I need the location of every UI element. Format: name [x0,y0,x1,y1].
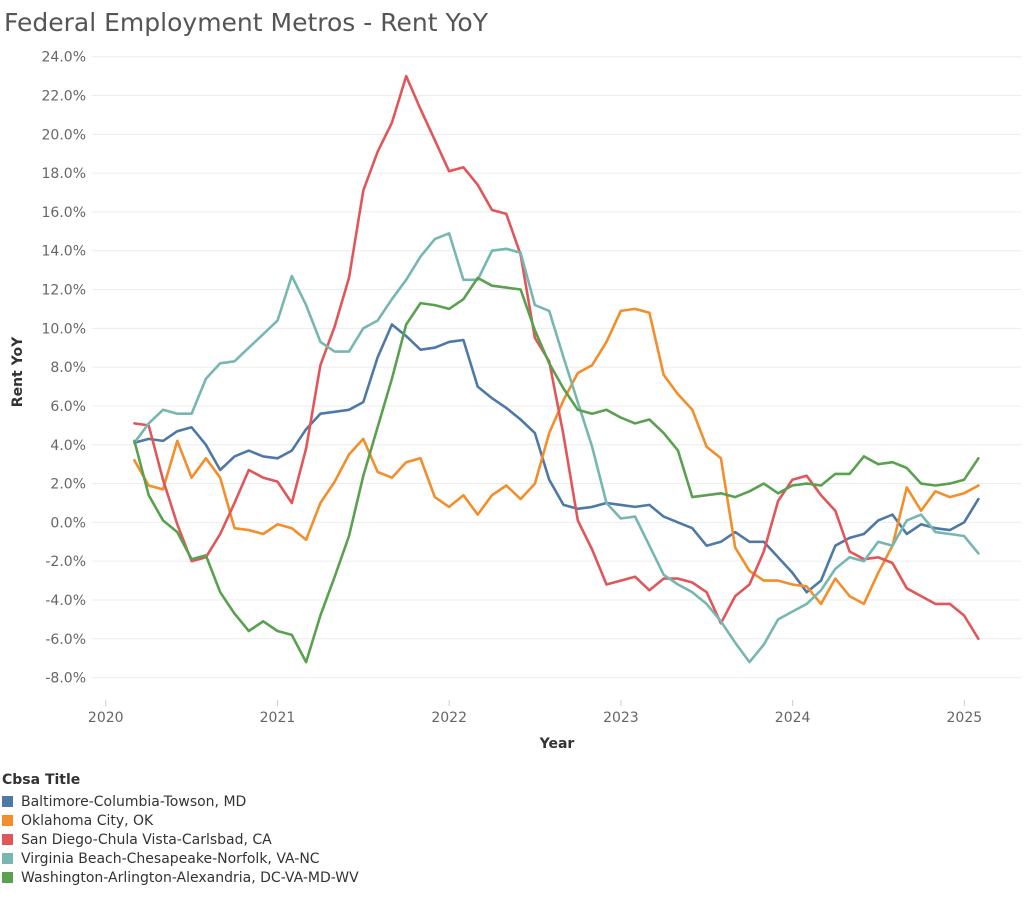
legend-item[interactable]: Oklahoma City, OK [2,811,359,830]
y-tick-label: 14.0% [42,244,86,260]
x-axis-ticks: 2020 2021 2022 2023 2024 2025 [88,700,982,726]
y-tick-label: 12.0% [42,283,86,299]
legend-items: Baltimore-Columbia-Towson, MD Oklahoma Ci… [2,792,359,887]
x-tick-label: 2020 [88,710,124,726]
legend-item[interactable]: Washington-Arlington-Alexandria, DC-VA-M… [2,868,359,887]
y-tick-label: 24.0% [42,50,86,66]
chart-title: Federal Employment Metros - Rent YoY [4,8,488,37]
x-tick-label: 2022 [431,710,467,726]
y-tick-label: 4.0% [50,438,86,454]
legend-item[interactable]: San Diego-Chula Vista-Carlsbad, CA [2,830,359,849]
y-tick-label: -6.0% [45,632,86,648]
y-axis-ticks: -8.0% -6.0% -4.0% -2.0% 0.0% 2.0% 4.0% 6.0% 8.0%… [42,50,86,687]
gridlines [92,56,1021,679]
legend-label: San Diego-Chula Vista-Carlsbad, CA [21,831,272,848]
y-tick-label: 20.0% [42,127,86,143]
x-tick-label: 2025 [947,710,983,726]
legend-swatch [2,815,13,826]
series-lines [133,74,980,664]
y-tick-label: 8.0% [50,360,86,376]
legend-swatch [2,872,13,883]
series-line-4 [133,232,980,664]
x-axis-label: Year [539,736,575,752]
y-tick-label: 18.0% [42,166,86,182]
y-tick-label: -2.0% [45,554,86,570]
legend-label: Virginia Beach-Chesapeake-Norfolk, VA-NC [21,850,320,867]
legend-swatch [2,853,13,864]
series-line-1 [133,323,980,594]
y-tick-label: -8.0% [45,671,86,687]
legend-item[interactable]: Baltimore-Columbia-Towson, MD [2,792,359,811]
x-tick-label: 2021 [260,710,296,726]
series-line-2 [133,307,980,606]
y-axis-label: Rent YoY [10,336,26,407]
y-tick-label: 22.0% [42,89,86,105]
legend-label: Oklahoma City, OK [21,812,154,829]
legend-swatch [2,834,13,845]
x-tick-label: 2024 [775,710,811,726]
series-line-5 [133,276,980,664]
y-tick-label: 2.0% [50,477,86,493]
y-tick-label: 6.0% [50,399,86,415]
y-tick-label: 10.0% [42,321,86,337]
legend-label: Washington-Arlington-Alexandria, DC-VA-M… [21,869,359,886]
series-line-3 [133,74,980,641]
legend: Cbsa Title Baltimore-Columbia-Towson, MD… [2,772,359,887]
y-tick-label: 16.0% [42,205,86,221]
legend-swatch [2,796,13,807]
y-tick-label: 0.0% [50,515,86,531]
legend-label: Baltimore-Columbia-Towson, MD [21,793,247,810]
x-tick-label: 2023 [603,710,639,726]
line-chart: -8.0% -6.0% -4.0% -2.0% 0.0% 2.0% 4.0% 6.0% 8.0%… [10,50,1021,752]
legend-title: Cbsa Title [2,772,81,788]
y-tick-label: -4.0% [45,593,86,609]
legend-item[interactable]: Virginia Beach-Chesapeake-Norfolk, VA-NC [2,849,359,868]
